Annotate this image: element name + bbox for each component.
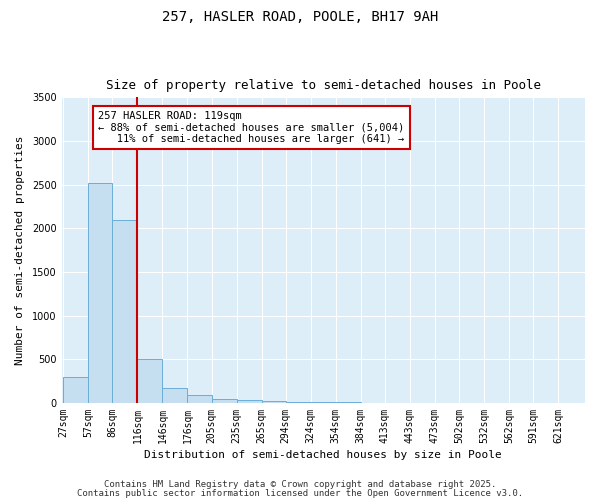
Bar [311, 402, 336, 403]
Bar [187, 395, 212, 403]
Text: Contains public sector information licensed under the Open Government Licence v3: Contains public sector information licen… [77, 488, 523, 498]
Bar [112, 220, 137, 403]
Bar [163, 388, 187, 403]
Bar [286, 402, 311, 403]
Bar [88, 183, 112, 403]
Bar [236, 400, 262, 403]
Bar [336, 402, 361, 403]
Title: Size of property relative to semi-detached houses in Poole: Size of property relative to semi-detach… [106, 79, 541, 92]
Text: 257, HASLER ROAD, POOLE, BH17 9AH: 257, HASLER ROAD, POOLE, BH17 9AH [162, 10, 438, 24]
Text: Contains HM Land Registry data © Crown copyright and database right 2025.: Contains HM Land Registry data © Crown c… [104, 480, 496, 489]
Text: 257 HASLER ROAD: 119sqm
← 88% of semi-detached houses are smaller (5,004)
   11%: 257 HASLER ROAD: 119sqm ← 88% of semi-de… [98, 111, 404, 144]
Bar [212, 398, 236, 403]
X-axis label: Distribution of semi-detached houses by size in Poole: Distribution of semi-detached houses by … [145, 450, 502, 460]
Bar [262, 401, 286, 403]
Y-axis label: Number of semi-detached properties: Number of semi-detached properties [15, 136, 25, 365]
Bar [137, 360, 163, 403]
Bar [63, 376, 88, 403]
